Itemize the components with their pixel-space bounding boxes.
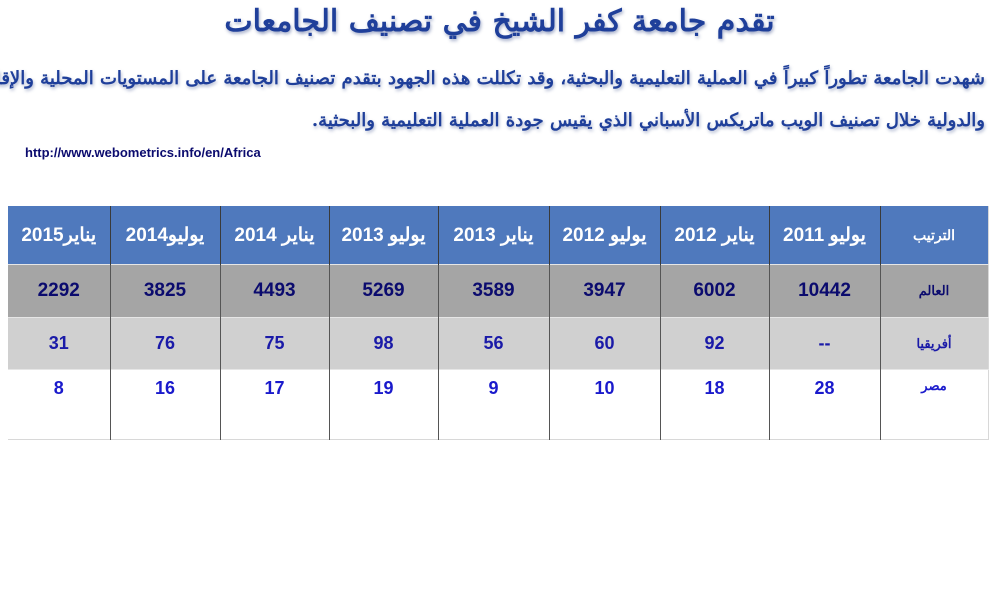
table-cell: 31 bbox=[8, 317, 110, 370]
column-header-jul-2014: يوليو2014 bbox=[109, 206, 220, 265]
column-header-jan-2013: يناير 2013 bbox=[437, 206, 549, 265]
table-cell: 28 bbox=[768, 369, 880, 440]
ranking-table: يناير2015 يوليو2014 يناير 2014 يوليو 201… bbox=[8, 206, 989, 440]
table-cell: 6002 bbox=[659, 264, 769, 318]
column-header-jul-2013: يوليو 2013 bbox=[328, 206, 438, 265]
table-row-africa: 31 76 75 98 56 60 92 -- أفريقيا bbox=[8, 317, 988, 370]
table-cell: 60 bbox=[548, 317, 660, 370]
column-header-rank: الترتيب bbox=[879, 206, 988, 265]
table-cell: 19 bbox=[328, 369, 438, 440]
table-cell: 9 bbox=[437, 369, 549, 440]
row-label-africa: أفريقيا bbox=[879, 317, 988, 370]
table-cell: 56 bbox=[437, 317, 549, 370]
table-cell: 2292 bbox=[8, 264, 110, 318]
column-header-jan-2012: يناير 2012 bbox=[659, 206, 769, 265]
intro-paragraph-line-1: شهدت الجامعة تطوراً كبيراً في العملية ال… bbox=[0, 68, 985, 89]
table-cell: -- bbox=[768, 317, 880, 370]
table-cell: 17 bbox=[219, 369, 329, 440]
page-title: تقدم جامعة كفر الشيخ في تصنيف الجامعات bbox=[224, 4, 775, 39]
table-cell: 92 bbox=[659, 317, 769, 370]
table-cell: 18 bbox=[659, 369, 769, 440]
table-row-world: 2292 3825 4493 5269 3589 3947 6002 10442… bbox=[8, 264, 988, 318]
table-cell: 98 bbox=[328, 317, 438, 370]
table-cell: 10442 bbox=[768, 264, 880, 318]
table-cell: 3825 bbox=[109, 264, 220, 318]
table-header-row: يناير2015 يوليو2014 يناير 2014 يوليو 201… bbox=[8, 206, 988, 265]
table-cell: 75 bbox=[219, 317, 329, 370]
row-label-world: العالم bbox=[879, 264, 988, 318]
table-cell: 4493 bbox=[219, 264, 329, 318]
column-header-jan-2015: يناير2015 bbox=[8, 206, 110, 265]
source-link[interactable]: http://www.webometrics.info/en/Africa bbox=[25, 145, 261, 160]
row-label-egypt: مصر bbox=[879, 369, 988, 440]
intro-paragraph-line-2: والدولية خلال تصنيف الويب ماتريكس الأسبا… bbox=[311, 110, 985, 131]
table-cell: 3947 bbox=[548, 264, 660, 318]
table-cell: 76 bbox=[109, 317, 220, 370]
table-row-egypt: 8 16 17 19 9 10 18 28 مصر bbox=[8, 369, 988, 440]
table-cell: 3589 bbox=[437, 264, 549, 318]
table-cell: 16 bbox=[109, 369, 220, 440]
table-cell: 5269 bbox=[328, 264, 438, 318]
column-header-jul-2012: يوليو 2012 bbox=[548, 206, 660, 265]
table-cell: 8 bbox=[8, 369, 110, 440]
column-header-jul-2011: يوليو 2011 bbox=[768, 206, 880, 265]
column-header-jan-2014: يناير 2014 bbox=[219, 206, 329, 265]
table-cell: 10 bbox=[548, 369, 660, 440]
